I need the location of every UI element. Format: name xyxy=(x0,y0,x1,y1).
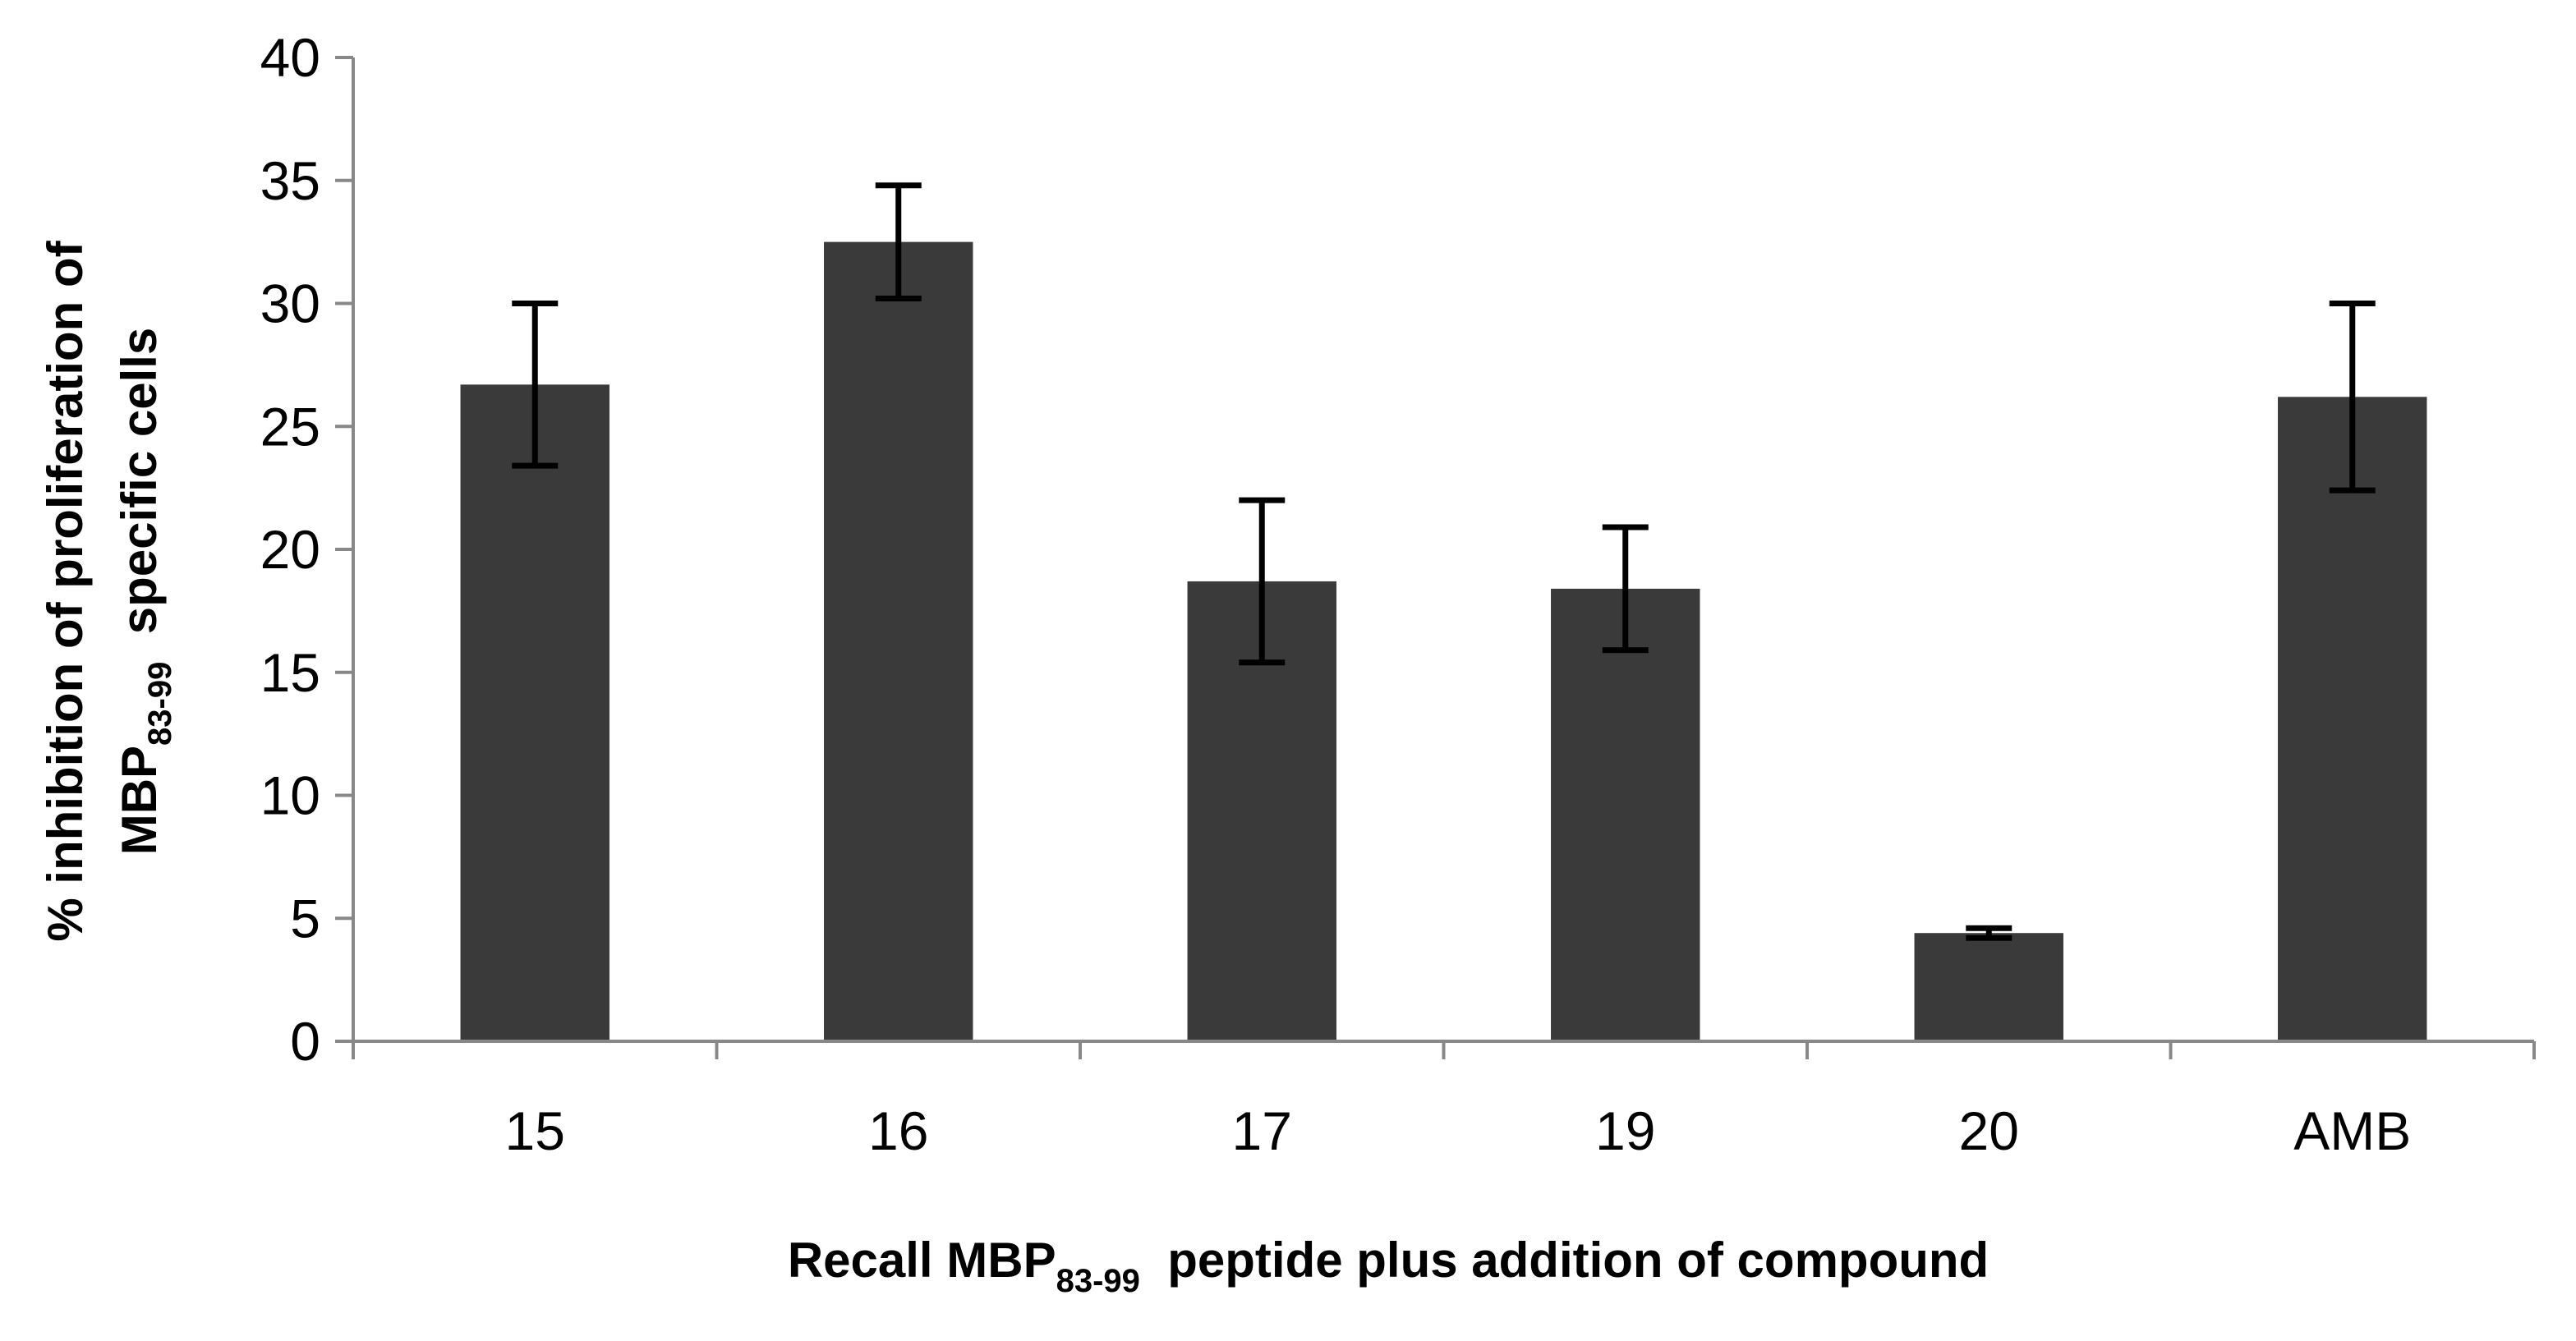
y-tick-label: 5 xyxy=(290,888,320,948)
x-tick-label: 20 xyxy=(1959,1100,2019,1161)
y-axis-title-line2-subscript: 83-99 xyxy=(142,662,178,746)
y-tick-label: 40 xyxy=(260,27,320,88)
x-axis-title-prefix: Recall MBP xyxy=(788,1233,1056,1288)
error-bar xyxy=(875,182,922,302)
bars xyxy=(460,241,2427,1042)
y-axis-title-line2: MBP83-99 specific cells xyxy=(112,328,178,856)
bar xyxy=(1551,588,1700,1041)
x-axis-ticks: 15 16 17 19 20 AMB xyxy=(352,1041,2536,1161)
y-axis-title-line1: % inhibition of proliferation of xyxy=(38,240,93,941)
error-bar xyxy=(2329,301,2376,494)
x-axis-title-subscript: 83-99 xyxy=(1056,1263,1140,1299)
y-tick-label: 15 xyxy=(260,642,320,703)
y-axis-title-line2-prefix: MBP xyxy=(112,746,167,855)
error-bar xyxy=(1239,497,1286,666)
y-tick-label: 0 xyxy=(290,1011,320,1072)
bar xyxy=(1914,933,2063,1041)
bar xyxy=(460,384,610,1042)
y-tick-label: 25 xyxy=(260,396,320,457)
x-axis-title-suffix: peptide plus addition of compound xyxy=(1140,1233,1989,1288)
bar xyxy=(2278,397,2427,1041)
x-axis-title: Recall MBP83-99 peptide plus addition of… xyxy=(788,1233,1989,1299)
bar xyxy=(824,241,973,1041)
y-axis-title-line2-suffix: specific cells xyxy=(112,328,167,662)
error-bar xyxy=(512,301,559,469)
y-tick-label: 10 xyxy=(260,765,320,826)
y-axis-ticks: 0 5 10 15 20 25 30 35 40 xyxy=(260,27,353,1072)
x-tick-label: 15 xyxy=(505,1100,565,1161)
error-bars xyxy=(512,182,2376,941)
x-tick-label: 19 xyxy=(1595,1100,1655,1161)
y-tick-label: 30 xyxy=(260,273,320,334)
x-tick-label: 16 xyxy=(868,1100,928,1161)
x-tick-label: 17 xyxy=(1232,1100,1292,1161)
error-bar xyxy=(1966,925,2012,941)
y-tick-label: 20 xyxy=(260,519,320,580)
x-tick-label: AMB xyxy=(2293,1100,2411,1161)
error-bar xyxy=(1602,524,1649,654)
y-tick-label: 35 xyxy=(260,150,320,211)
